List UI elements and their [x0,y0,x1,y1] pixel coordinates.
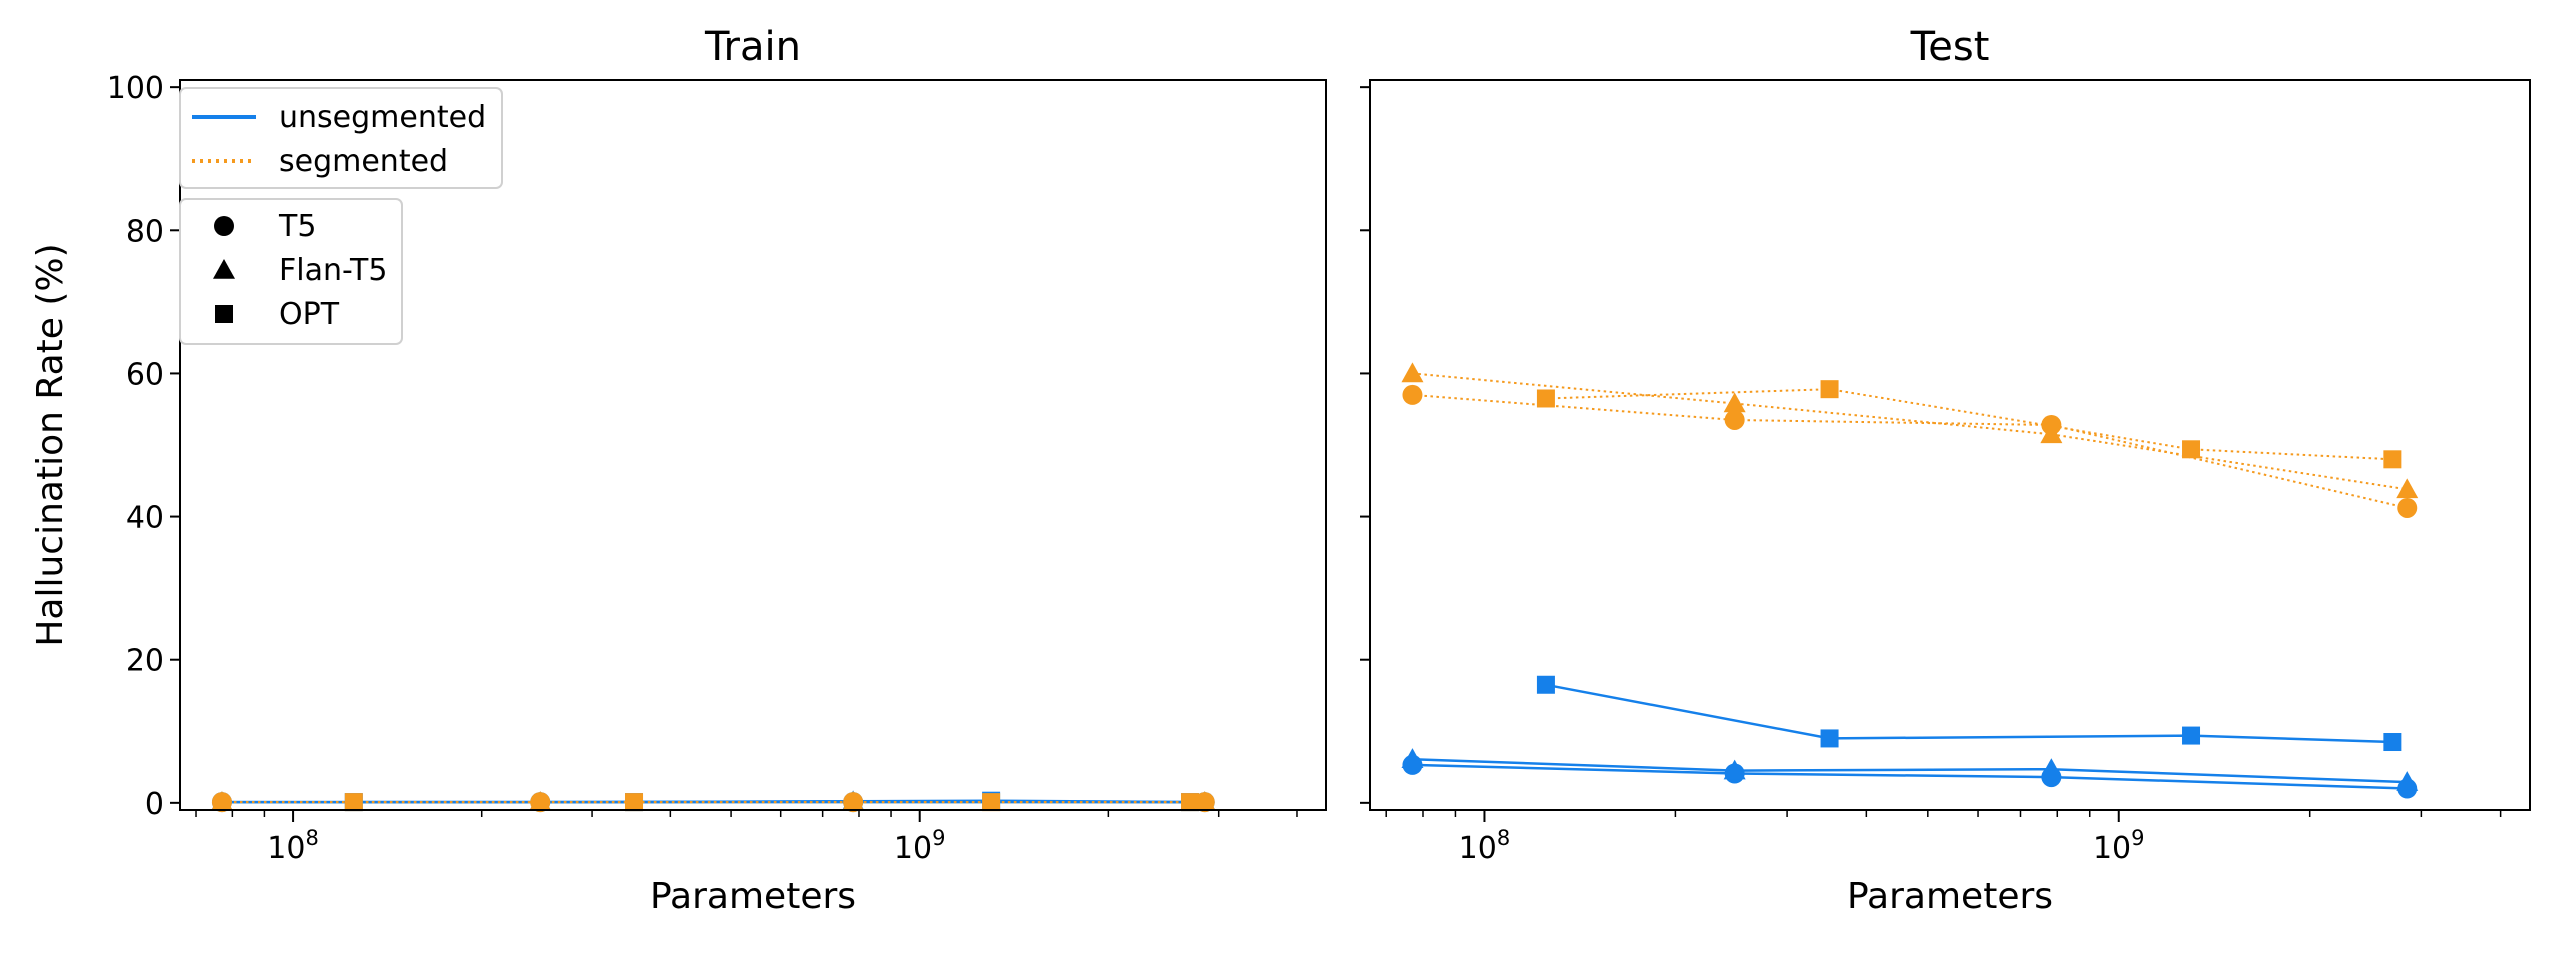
data-point [2396,478,2419,499]
legend-label: segmented [279,144,448,179]
legend-frame [179,198,403,345]
data-point [2383,733,2402,752]
panel-title: Test [1910,24,1990,70]
data-point [529,791,552,811]
series-line [1412,393,2408,509]
data-point [982,793,1001,812]
data-point [1402,384,1423,405]
legend-style: unsegmented segmented [179,87,503,189]
data-point [2182,726,2201,745]
x-tick-label: 108 [1459,826,1511,866]
series-line [1412,757,2408,784]
x-tick-label: 108 [267,826,319,866]
data-point [1193,791,1216,811]
series-line [353,799,1191,804]
series-line [1545,388,2393,461]
legend-marker-swatch [214,216,234,236]
panel-title: Train [704,24,801,70]
legend-label: Flan-T5 [279,253,387,288]
x-tick-label: 109 [2093,826,2145,866]
data-point [1820,380,1839,399]
data-point [1820,729,1839,748]
y-tick-label: 0 [145,787,164,822]
y-tick-label: 60 [126,357,164,392]
legend-markers: T5 Flan-T5 OPT [179,198,403,345]
data-point [842,791,865,811]
data-point [1401,362,1424,383]
plot-frame [179,79,1327,811]
data-point [1724,409,1745,430]
data-point [2383,450,2402,469]
data-point [2397,497,2418,518]
legend-marker-swatch [213,259,235,279]
data-point [2040,423,2063,444]
legend-frame [179,87,503,189]
data-point [625,793,644,812]
y-tick-label: 40 [126,501,164,536]
data-point [1723,392,1746,413]
legend-marker-swatch [215,305,233,323]
series-line [1412,763,2408,790]
x-axis-label: Parameters [1847,876,2053,917]
data-point [2040,758,2063,779]
legend-label: T5 [278,209,316,244]
y-tick-label: 20 [126,644,164,679]
data-point [1723,759,1746,780]
y-tick-label: 80 [126,214,164,249]
y-tick-label: 100 [107,71,164,106]
series-line [1545,683,2393,744]
data-point [2396,771,2419,791]
plot-frame [1369,79,2531,811]
data-point [1181,793,1200,812]
data-point [1536,389,1555,408]
series-line [1412,372,2408,491]
data-point [1536,675,1555,694]
data-point [344,793,363,812]
data-point [1401,748,1424,768]
data-point [210,791,233,811]
data-point [2182,440,2201,459]
legend-label: OPT [279,297,340,332]
y-axis-label: Hallucination Rate (%) [30,243,71,646]
legend-label: unsegmented [279,100,486,135]
x-axis-label: Parameters [650,876,856,917]
x-tick-label: 109 [894,826,946,866]
